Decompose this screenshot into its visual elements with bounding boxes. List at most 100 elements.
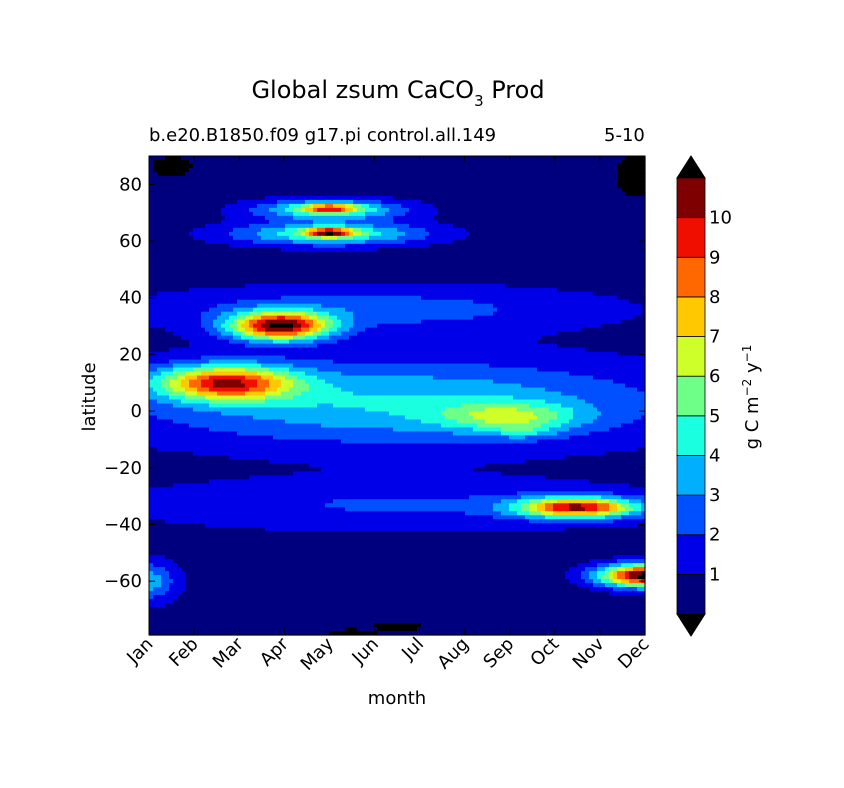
contour-cell	[573, 267, 578, 273]
contour-cell	[577, 279, 582, 285]
contour-cell	[409, 267, 414, 273]
contour-cell	[301, 227, 306, 233]
contour-cell	[221, 259, 226, 265]
contour-cell	[373, 267, 378, 273]
contour-cell	[577, 243, 582, 249]
contour-cell	[445, 195, 450, 201]
contour-cell	[489, 215, 494, 221]
contour-cell	[377, 283, 382, 289]
contour-cell	[465, 179, 470, 185]
contour-cell	[185, 255, 190, 261]
contour-cell	[265, 187, 270, 193]
contour-cell	[421, 303, 426, 309]
contour-cell	[437, 243, 442, 249]
contour-cell	[609, 211, 614, 217]
contour-cell	[597, 207, 602, 213]
contour-cell	[157, 159, 162, 165]
contour-cell	[449, 303, 454, 309]
contour-cell	[369, 251, 374, 257]
contour-cell	[385, 231, 390, 237]
contour-cell	[577, 171, 582, 177]
contour-cell	[201, 191, 206, 197]
contour-cell	[537, 159, 542, 165]
contour-cell	[501, 163, 506, 169]
contour-cell	[209, 291, 214, 297]
contour-cell	[409, 219, 414, 225]
contour-cell	[561, 215, 566, 221]
contour-cell	[577, 263, 582, 269]
contour-cell	[481, 159, 486, 165]
contour-cell	[549, 219, 554, 225]
contour-cell	[357, 243, 362, 249]
contour-cell	[241, 255, 246, 261]
contour-cell	[621, 183, 626, 189]
contour-cell	[385, 223, 390, 229]
contour-cell	[173, 235, 178, 241]
contour-cell	[481, 203, 486, 209]
contour-cell	[297, 207, 302, 213]
contour-cell	[421, 179, 426, 185]
contour-cell	[205, 179, 210, 185]
contour-cell	[265, 295, 270, 301]
contour-cell	[365, 175, 370, 181]
contour-cell	[265, 207, 270, 213]
contour-cell	[589, 299, 594, 305]
contour-cell	[609, 295, 614, 301]
contour-cell	[273, 251, 278, 257]
contour-cell	[325, 267, 330, 273]
contour-cell	[213, 287, 218, 293]
contour-cell	[621, 259, 626, 265]
contour-cell	[625, 259, 630, 265]
contour-cell	[333, 171, 338, 177]
contour-cell	[477, 223, 482, 229]
contour-cell	[225, 295, 230, 301]
contour-cell	[297, 191, 302, 197]
contour-cell	[621, 195, 626, 201]
contour-cell	[549, 163, 554, 169]
contour-cell	[373, 187, 378, 193]
contour-cell	[341, 259, 346, 265]
contour-cell	[381, 223, 386, 229]
contour-cell	[449, 279, 454, 285]
contour-cell	[453, 307, 458, 313]
contour-cell	[285, 263, 290, 269]
contour-cell	[433, 163, 438, 169]
contour-cell	[461, 163, 466, 169]
contour-cell	[253, 227, 258, 233]
contour-cell	[453, 235, 458, 241]
contour-cell	[409, 259, 414, 265]
contour-cell	[197, 171, 202, 177]
contour-cell	[353, 307, 358, 313]
contour-cell	[149, 287, 154, 293]
contour-cell	[437, 199, 442, 205]
contour-cell	[353, 243, 358, 249]
contour-cell	[605, 207, 610, 213]
contour-cell	[301, 231, 306, 237]
contour-cell	[617, 175, 622, 181]
contour-cell	[269, 207, 274, 213]
contour-cell	[505, 307, 510, 313]
contour-cell	[317, 311, 322, 317]
contour-cell	[181, 231, 186, 237]
contour-cell	[257, 207, 262, 213]
contour-cell	[613, 211, 618, 217]
contour-cell	[353, 287, 358, 293]
contour-cell	[201, 239, 206, 245]
contour-cell	[441, 295, 446, 301]
contour-cell	[441, 207, 446, 213]
contour-cell	[289, 219, 294, 225]
contour-cell	[353, 163, 358, 169]
contour-cell	[609, 251, 614, 257]
contour-cell	[525, 259, 530, 265]
contour-cell	[341, 195, 346, 201]
contour-cell	[425, 247, 430, 253]
contour-cell	[173, 203, 178, 209]
contour-cell	[397, 239, 402, 245]
contour-cell	[585, 207, 590, 213]
contour-cell	[309, 283, 314, 289]
contour-cell	[229, 271, 234, 277]
contour-cell	[417, 175, 422, 181]
contour-cell	[241, 167, 246, 173]
contour-cell	[497, 211, 502, 217]
contour-cell	[413, 291, 418, 297]
